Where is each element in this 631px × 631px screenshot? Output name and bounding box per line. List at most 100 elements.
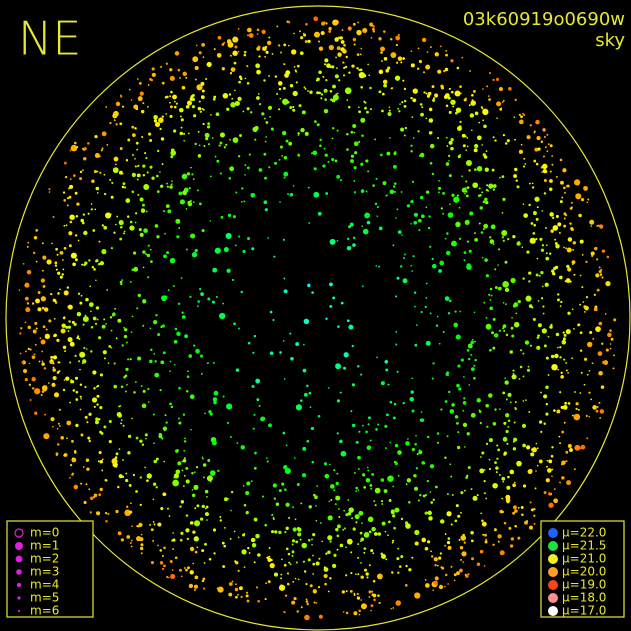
star xyxy=(134,157,136,160)
star xyxy=(118,474,123,479)
star xyxy=(395,35,401,41)
star xyxy=(267,580,271,584)
star xyxy=(458,568,463,573)
star xyxy=(258,55,261,58)
star xyxy=(212,267,218,273)
star xyxy=(425,206,428,209)
star xyxy=(388,106,391,109)
star xyxy=(379,153,383,157)
star xyxy=(377,532,382,536)
star xyxy=(482,200,486,204)
star xyxy=(559,481,561,484)
brightness-marker xyxy=(548,606,558,616)
star xyxy=(173,105,177,109)
star xyxy=(470,531,474,535)
star xyxy=(190,233,196,239)
star xyxy=(232,50,238,56)
star xyxy=(533,159,537,162)
star xyxy=(83,500,87,505)
star xyxy=(474,111,479,116)
star xyxy=(110,329,113,332)
star xyxy=(62,268,65,271)
star xyxy=(454,310,457,313)
star xyxy=(107,362,110,364)
star xyxy=(340,301,344,305)
star xyxy=(252,351,255,354)
star xyxy=(59,288,61,291)
star xyxy=(82,323,85,326)
star xyxy=(170,150,177,156)
star xyxy=(201,43,205,47)
star xyxy=(153,320,158,325)
star xyxy=(142,164,146,168)
star xyxy=(444,400,448,403)
star xyxy=(200,95,205,100)
star xyxy=(157,544,159,547)
star xyxy=(200,354,204,358)
star xyxy=(152,539,155,542)
star xyxy=(87,142,90,145)
star xyxy=(372,30,375,33)
star xyxy=(563,333,567,337)
star xyxy=(429,464,435,469)
star xyxy=(130,539,133,542)
star xyxy=(98,336,102,340)
star xyxy=(131,190,135,194)
star xyxy=(497,264,499,266)
star xyxy=(429,312,432,315)
star xyxy=(494,286,498,289)
star xyxy=(289,193,294,197)
star xyxy=(432,97,435,100)
star xyxy=(192,56,199,63)
magnitude-label: m=1 xyxy=(30,539,59,553)
star xyxy=(402,57,405,60)
star xyxy=(502,280,509,288)
star xyxy=(425,64,431,70)
star xyxy=(466,240,469,243)
star xyxy=(24,321,27,324)
star xyxy=(270,127,274,131)
star xyxy=(180,118,184,122)
star xyxy=(129,225,135,231)
star xyxy=(207,459,211,462)
star xyxy=(78,360,81,363)
star xyxy=(340,450,347,457)
star xyxy=(285,139,289,143)
star xyxy=(37,291,41,294)
star xyxy=(524,340,530,345)
star xyxy=(492,543,495,547)
star xyxy=(312,150,318,156)
star xyxy=(401,101,404,104)
star xyxy=(177,302,181,305)
star xyxy=(358,430,361,433)
star xyxy=(171,569,174,571)
star xyxy=(137,193,140,196)
star xyxy=(455,107,462,113)
star xyxy=(148,132,152,136)
star xyxy=(586,373,589,376)
star xyxy=(538,420,543,424)
star xyxy=(361,522,363,524)
star xyxy=(331,65,335,69)
star xyxy=(387,66,391,70)
star xyxy=(483,124,487,129)
star xyxy=(488,293,491,296)
star xyxy=(183,440,187,443)
star xyxy=(136,148,138,151)
star xyxy=(283,378,286,380)
star xyxy=(595,326,601,333)
star xyxy=(266,457,268,459)
star xyxy=(577,408,580,411)
star xyxy=(382,92,385,96)
star xyxy=(166,251,170,255)
star xyxy=(345,546,347,548)
star xyxy=(96,191,99,194)
star xyxy=(229,72,233,75)
star xyxy=(390,52,397,58)
star xyxy=(446,435,449,438)
star xyxy=(31,377,36,382)
star xyxy=(536,345,541,350)
star xyxy=(423,91,426,94)
magnitude-label: m=3 xyxy=(30,565,59,579)
